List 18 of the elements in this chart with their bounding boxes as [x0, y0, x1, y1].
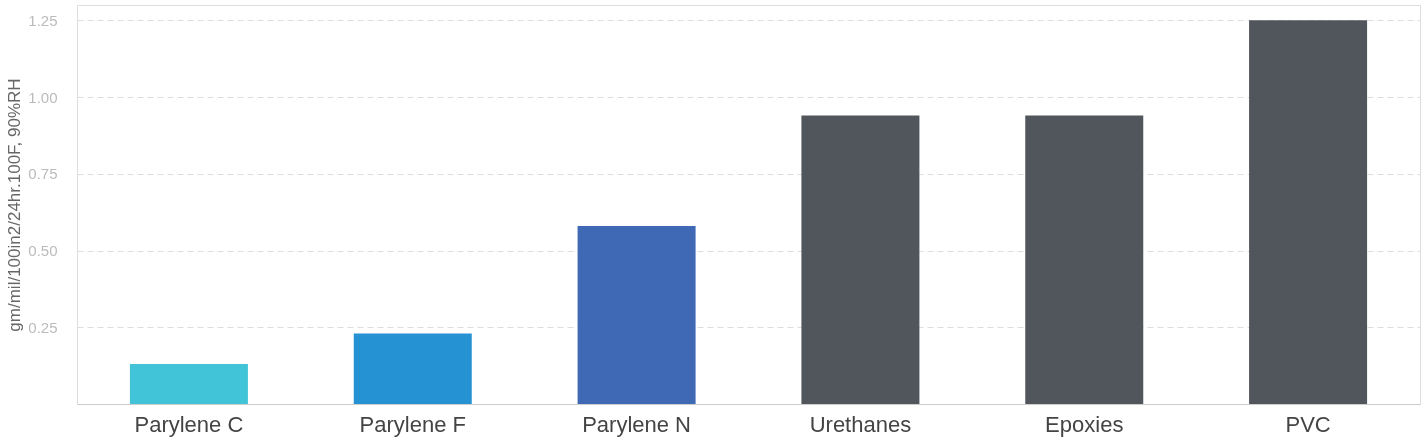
x-tick-label: Urethanes — [809, 411, 912, 437]
x-tick-label: Parylene N — [582, 411, 692, 437]
y-axis-title: gm/mil/100in2/24hr.100F, 90%RH — [5, 78, 25, 332]
bar — [577, 225, 696, 404]
bar — [1249, 20, 1368, 404]
y-tick-label: 0.50 — [28, 242, 58, 260]
bar — [129, 364, 248, 404]
y-tick-label: 0.75 — [28, 165, 58, 183]
x-tick-label: PVC — [1285, 411, 1331, 437]
x-tick-label: Parylene C — [134, 411, 244, 437]
y-tick-label: 0.25 — [28, 318, 58, 336]
x-tick-label: Epoxies — [1045, 411, 1124, 437]
y-tick-label: 1.25 — [28, 11, 58, 29]
y-tick-label: 1.00 — [28, 88, 58, 106]
x-tick-label: Parylene F — [359, 411, 466, 437]
bar — [353, 333, 472, 404]
bar — [801, 115, 920, 404]
bar — [1025, 115, 1144, 404]
